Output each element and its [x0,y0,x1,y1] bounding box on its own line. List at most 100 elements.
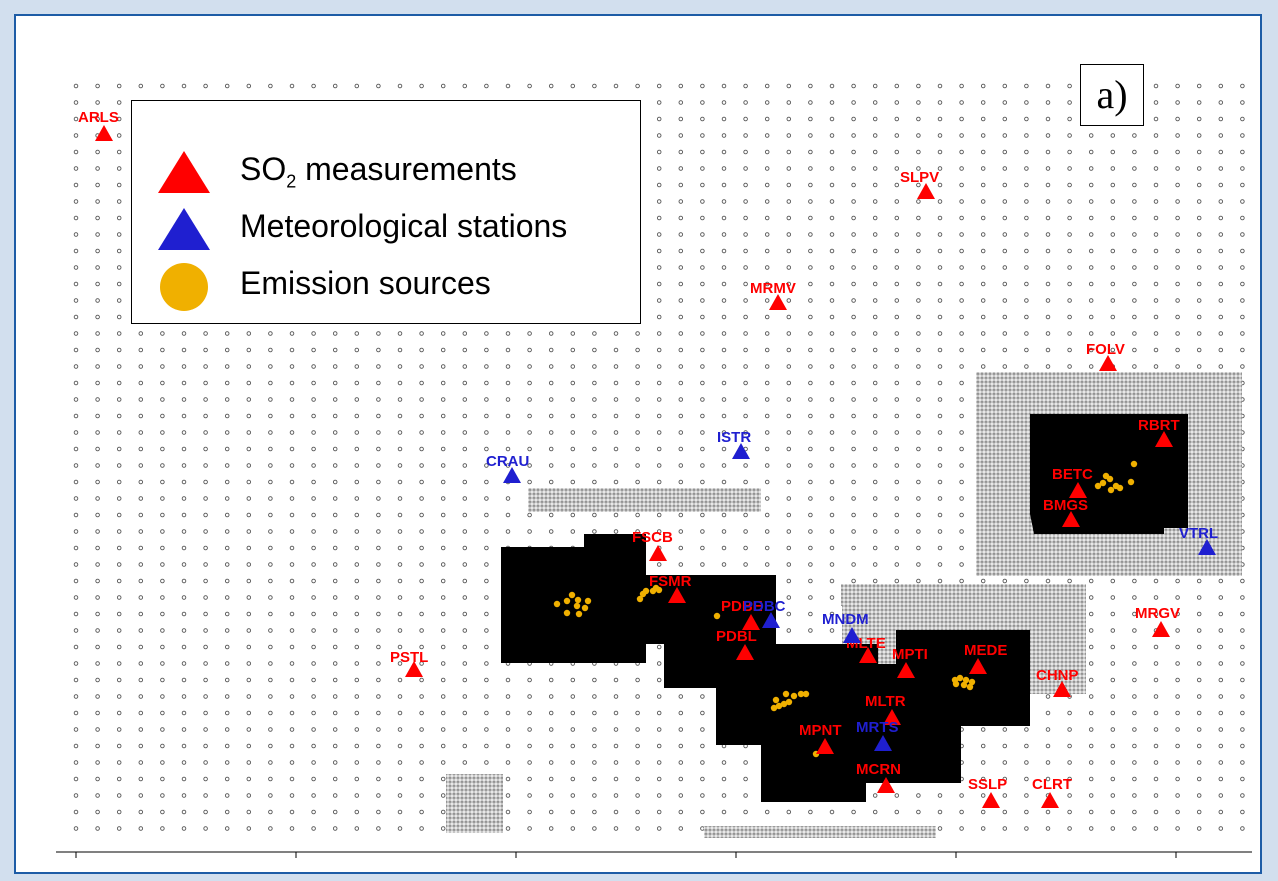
red-triangle-icon [883,709,901,725]
legend-so2-subscript: 2 [286,171,297,192]
legend: SO2 measurements Meteorological stations… [131,100,641,324]
urban-area-2 [1030,414,1188,534]
red-triangle-icon [917,183,935,199]
red-triangle-icon [649,545,667,561]
red-triangle-icon [742,614,760,630]
meteo-station-label: PDBC [743,598,786,615]
meteo-station-label: ISTR [717,429,751,446]
so2-station-label: MPNT [799,722,842,739]
blue-triangle-icon [503,467,521,483]
emission-source-point [780,700,788,708]
legend-so2-suffix: measurements [296,151,517,187]
emission-source-point [655,586,663,594]
blue-triangle-icon [1198,539,1216,555]
so2-station-label: MRMV [750,280,796,297]
red-triangle-icon [1069,482,1087,498]
red-triangle-icon [982,792,1000,808]
so2-station-label: PDBL [716,628,757,645]
blue-triangle-icon [762,612,780,628]
legend-row-so2: SO2 measurements [132,147,640,197]
panel-label: a) [1080,64,1144,126]
meteo-station-pdbc: PDBC [743,598,786,628]
emission-source-point [790,692,798,700]
red-triangle-icon [859,647,877,663]
red-triangle-icon [158,151,210,193]
so2-station-mpti: MPTI [892,646,928,678]
emission-source-point [785,698,793,706]
so2-station-folv: FOLV [1086,341,1125,371]
emission-source-point [775,702,783,710]
red-triangle-icon [405,661,423,677]
emission-source-point [772,696,780,704]
legend-emission-label: Emission sources [240,265,491,301]
emission-source-point [713,612,721,620]
so2-station-mcrn: MCRN [856,761,901,793]
so2-station-label: BMGS [1043,497,1088,514]
red-triangle-icon [769,294,787,310]
so2-station-mltr: MLTR [865,693,906,725]
legend-row-emission: Emission sources [132,261,640,311]
blue-triangle-icon [732,443,750,459]
meteo-station-label: VTRL [1179,525,1218,542]
emission-source-point [962,676,970,684]
emission-source-point [1127,478,1135,486]
emission-source-point [1116,484,1124,492]
blue-triangle-icon [874,735,892,751]
emission-source-point [581,604,589,612]
yellow-circle-icon [160,263,208,311]
red-triangle-icon [668,587,686,603]
emission-source-point [575,610,583,618]
red-triangle-icon [1041,792,1059,808]
emission-source-point [1094,482,1102,490]
so2-station-chnp: CHNP [1036,667,1079,697]
emission-source-point [770,704,778,712]
map-figure: ARLS SLPV MRMV FOLV RBRT BETC BMGS FSCB FSMR PDBE… [14,14,1262,874]
so2-station-label: RBRT [1138,417,1180,434]
meteo-station-label: MRTS [856,719,899,736]
so2-station-rbrt: RBRT [1138,417,1180,447]
red-triangle-icon [1099,355,1117,371]
emission-source-point [636,595,644,603]
meteo-station-vtrl: VTRL [1179,525,1218,555]
so2-station-pstl: PSTL [390,649,428,677]
emission-source-point [1107,486,1115,494]
blue-triangle-icon [158,208,210,250]
so2-station-label: CHNP [1036,667,1079,684]
so2-station-pdbl: PDBL [716,628,757,660]
so2-station-fsmr: FSMR [649,573,692,603]
so2-station-label: FOLV [1086,341,1125,358]
so2-station-label: MPTI [892,646,928,663]
fine-grid-area-5 [1016,372,1222,398]
so2-station-label: FSMR [649,573,692,590]
emission-source-point [797,690,805,698]
so2-station-pdbe: PDBE [721,598,763,630]
emission-source-point [952,680,960,688]
fine-grid-area-3 [841,584,1086,606]
fine-grid-area-1 [446,774,503,833]
urban-area-1 [501,534,1030,802]
meteo-station-mndm: MNDM [822,611,869,643]
so2-station-label: CLRT [1032,776,1072,793]
urban-areas [501,414,1188,802]
so2-station-slpv: SLPV [900,169,939,199]
emission-source-point [1130,460,1138,468]
so2-station-label: SLPV [900,169,939,186]
so2-station-label: MRGV [1135,605,1180,622]
emission-sources [553,460,1138,758]
so2-station-mrgv: MRGV [1135,605,1180,637]
emission-source-point [802,690,810,698]
legend-row-meteo: Meteorological stations [132,204,640,254]
fine-grid-area-6 [704,826,936,838]
fine-grid-area-2 [528,488,761,512]
red-triangle-icon [816,738,834,754]
emission-source-point [956,674,964,682]
meteo-station-mrts: MRTS [856,719,899,751]
emission-source-point [568,591,576,599]
so2-station-bmgs: BMGS [1043,497,1088,527]
so2-station-betc: BETC [1052,466,1093,498]
so2-station-fscb: FSCB [632,529,673,561]
red-triangle-icon [1152,621,1170,637]
legend-meteo-label: Meteorological stations [240,208,568,244]
so2-station-label: PDBE [721,598,763,615]
so2-station-sslp: SSLP [968,776,1007,808]
